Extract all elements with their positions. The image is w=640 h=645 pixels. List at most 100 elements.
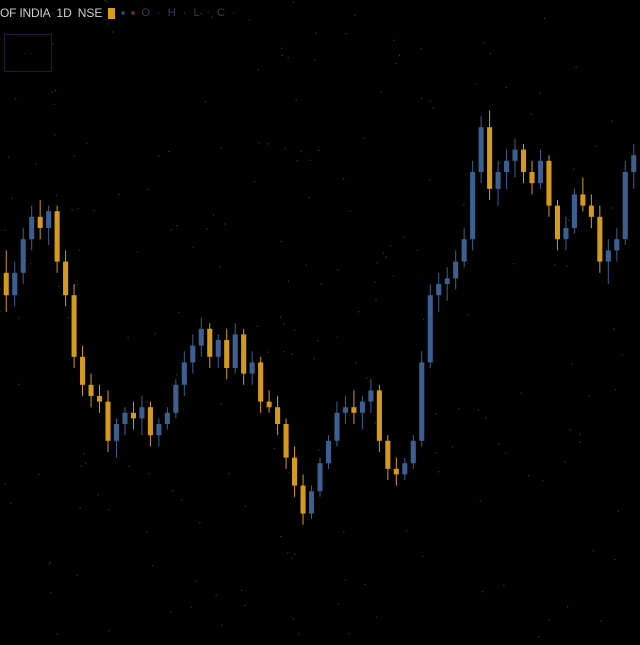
background-star [528,474,530,477]
candle-body[interactable] [563,228,569,240]
candle-body[interactable] [478,127,484,172]
candle-body[interactable] [427,295,433,363]
candle-body[interactable] [207,328,213,357]
candle-body[interactable] [631,155,637,172]
candle-body[interactable] [3,272,9,296]
candle-body[interactable] [376,390,382,441]
candle-body[interactable] [588,205,594,217]
background-star [395,62,398,65]
background-star [146,530,148,533]
candle-body[interactable] [224,340,230,368]
candle-body[interactable] [46,211,52,228]
background-star [317,449,320,451]
background-star [244,505,247,507]
candle-body[interactable] [385,440,391,469]
background-star [51,12,54,15]
candle-body[interactable] [232,334,238,368]
candle-body[interactable] [249,362,255,374]
indicator-badge[interactable]: · · [4,34,52,72]
background-star [348,632,350,635]
candle-body[interactable] [470,172,476,240]
background-star [613,328,615,330]
background-star [503,584,505,587]
candle-body[interactable] [597,216,603,262]
candle-body[interactable] [29,216,35,240]
candle-body[interactable] [487,127,493,189]
candle-body[interactable] [453,261,459,279]
candle-body[interactable] [139,407,145,419]
candle-body[interactable] [181,362,187,385]
candle-body[interactable] [614,239,620,251]
candle-body[interactable] [164,412,170,424]
candle-body[interactable] [96,396,103,402]
background-star [564,461,566,463]
candle-body[interactable] [54,211,60,262]
candle-body[interactable] [198,328,204,346]
candle-body[interactable] [342,407,348,413]
background-star [71,209,73,211]
candle-body[interactable] [520,149,527,172]
candle-body[interactable] [546,160,552,206]
candle-body[interactable] [368,390,374,402]
candle-body[interactable] [317,463,323,492]
candle-body[interactable] [436,284,442,296]
candle-body[interactable] [241,334,247,374]
candle-body[interactable] [393,468,399,475]
candle-body[interactable] [351,407,357,413]
background-star [479,500,482,502]
candle-body[interactable] [283,424,289,458]
candle-body[interactable] [80,356,86,385]
candle-body[interactable] [495,172,501,189]
candle-body[interactable] [275,407,281,424]
candle-body[interactable] [512,149,518,161]
candle-body[interactable] [537,160,544,184]
candle-body[interactable] [147,407,153,436]
candle-body[interactable] [12,272,18,296]
background-star [18,383,20,385]
candle-body[interactable] [554,205,560,240]
candle-body[interactable] [325,440,332,464]
candle-body[interactable] [173,384,179,413]
candle-body[interactable] [292,457,298,486]
candle-body[interactable] [130,412,136,419]
candle-body[interactable] [190,345,196,363]
background-star [281,47,283,49]
background-star [244,604,246,607]
candle-body[interactable] [308,491,315,514]
candle-body[interactable] [63,261,69,296]
background-star [192,246,194,248]
candle-body[interactable] [359,401,365,413]
candle-body[interactable] [71,295,77,357]
candle-body[interactable] [113,424,120,441]
candle-body[interactable] [105,401,111,441]
candle-body[interactable] [605,250,611,262]
candle-body[interactable] [300,485,306,514]
symbol-title[interactable]: OF INDIA [0,6,51,20]
candle-body[interactable] [334,412,340,441]
background-star [287,552,289,554]
background-star [0,311,1,313]
candle-body[interactable] [504,160,510,172]
candle-body[interactable] [37,216,43,228]
candle-body[interactable] [20,239,26,273]
background-star [458,408,460,410]
candle-body[interactable] [156,424,162,436]
background-star [588,395,590,397]
candle-body[interactable] [622,172,628,240]
candle-body[interactable] [410,440,416,464]
candle-body[interactable] [444,278,450,284]
candle-body[interactable] [122,412,128,424]
interval-label[interactable]: 1D [56,6,72,20]
candle-body[interactable] [580,194,586,206]
candle-body[interactable] [419,362,425,441]
candle-body[interactable] [461,239,467,262]
candle-body[interactable] [266,401,272,408]
candle-body[interactable] [258,362,264,402]
candle-body[interactable] [215,340,221,357]
candle-body[interactable] [402,463,408,475]
candle-body[interactable] [571,194,577,228]
candle-body[interactable] [529,172,535,184]
candle-body[interactable] [88,384,94,396]
